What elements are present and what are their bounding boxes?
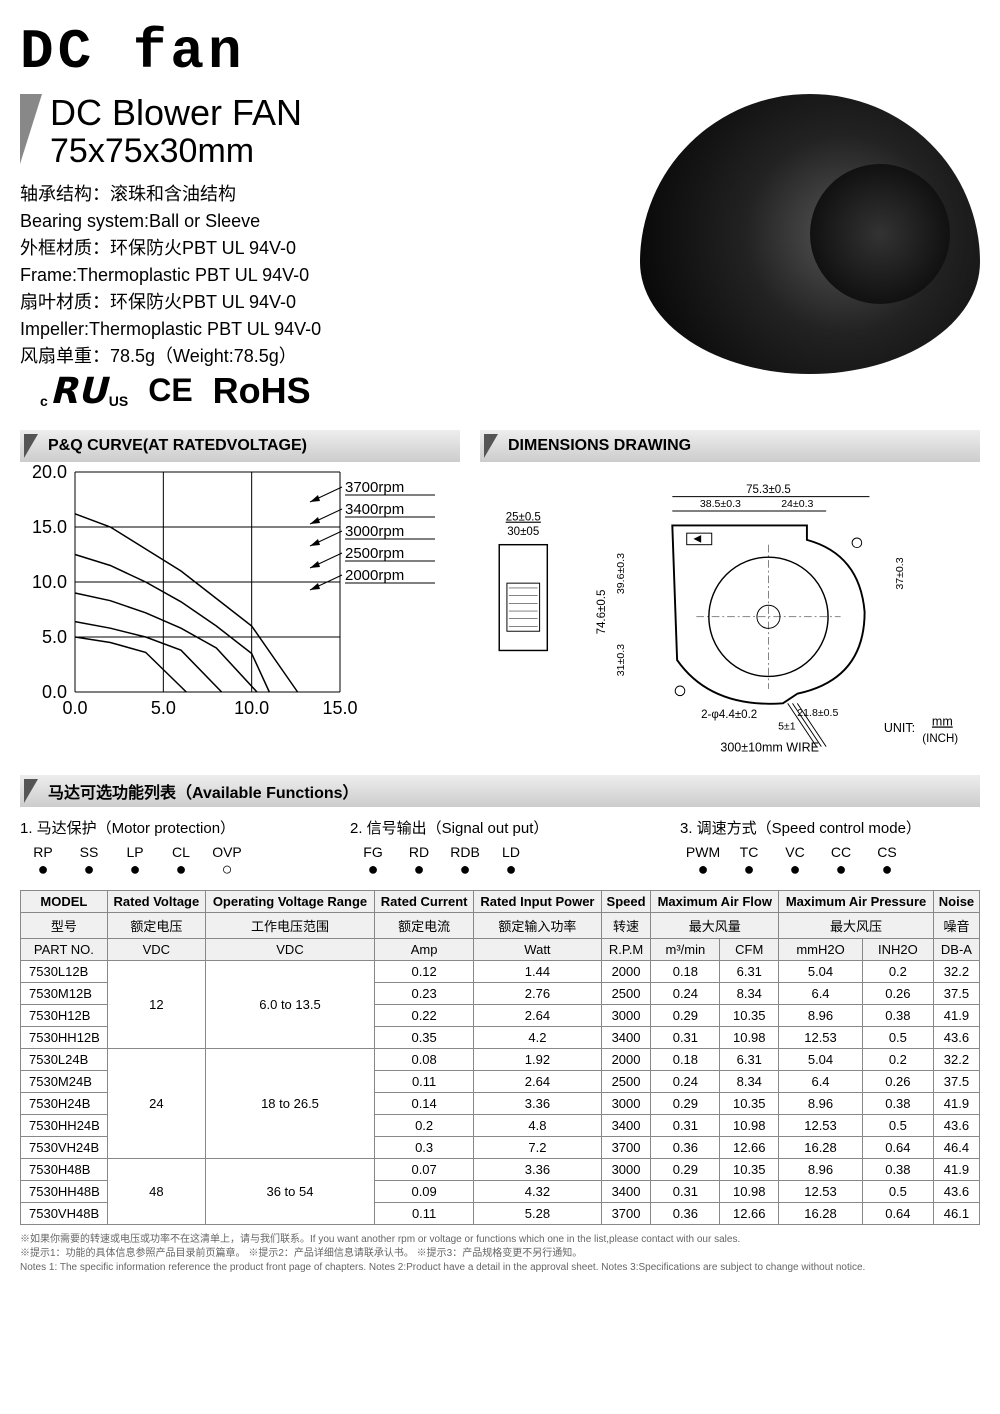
spec-line: 风扇单重：78.5g（Weight:78.5g） <box>20 343 620 370</box>
section-func: 马达可选功能列表（Available Functions） <box>20 775 980 807</box>
func-group: 3. 调速方式（Speed control mode）PWMTCVCCCCS●●… <box>680 817 980 878</box>
func-item: RDB <box>442 844 488 860</box>
functions-row: 1. 马达保护（Motor protection）RPSSLPCLOVP●●●●… <box>20 817 980 878</box>
func-item: FG <box>350 844 396 860</box>
svg-text:2000rpm: 2000rpm <box>345 567 404 584</box>
cert-row: c 𝗥𝗨 US CE RoHS <box>40 370 620 412</box>
func-item: TC <box>726 844 772 860</box>
func-title: 2. 信号输出（Signal out put） <box>350 817 650 838</box>
func-item: CL <box>158 844 204 860</box>
svg-text:75.3±0.5: 75.3±0.5 <box>746 484 791 496</box>
func-dot: ● <box>488 860 534 878</box>
product-subtitle: 75x75x30mm <box>50 132 302 171</box>
func-dot: ● <box>680 860 726 878</box>
product-title: DC Blower FAN <box>50 94 302 132</box>
svg-text:3400rpm: 3400rpm <box>345 501 404 518</box>
func-item: CS <box>864 844 910 860</box>
table-row: 7530H48B4836 to 540.073.3630000.2910.358… <box>21 1158 980 1180</box>
func-title: 3. 调速方式（Speed control mode） <box>680 817 980 838</box>
svg-text:mm: mm <box>932 714 953 728</box>
func-item: VC <box>772 844 818 860</box>
func-dot: ● <box>726 860 772 878</box>
svg-text:24±0.3: 24±0.3 <box>781 498 813 510</box>
table-row: 7530L24B2418 to 26.50.081.9220000.186.31… <box>21 1048 980 1070</box>
svg-text:5.0: 5.0 <box>151 698 176 718</box>
spec-table: MODELRated VoltageOperating Voltage Rang… <box>20 890 980 1225</box>
rohs-icon: RoHS <box>213 370 311 412</box>
pq-chart: 0.05.010.015.00.05.010.015.020.03700rpm3… <box>20 462 440 722</box>
func-group: 2. 信号输出（Signal out put）FGRDRDBLD●●●● <box>350 817 650 878</box>
section-dim: DIMENSIONS DRAWING <box>480 430 980 462</box>
func-group: 1. 马达保护（Motor protection）RPSSLPCLOVP●●●●… <box>20 817 320 878</box>
svg-text:30±05: 30±05 <box>507 526 539 538</box>
dimension-drawing: 30±05 25±0.5 75.3±0.5 38.5±0.3 24±0.3 74.6±0.… <box>480 462 980 762</box>
func-dot: ● <box>396 860 442 878</box>
spec-list: 轴承结构：滚珠和含油结构Bearing system:Ball or Sleev… <box>20 181 620 370</box>
footnotes: ※如果你需要的转速或电压或功率不在这清单上，请与我们联系。If you want… <box>20 1233 980 1275</box>
ce-icon: CE <box>148 372 192 409</box>
footnote-line: ※如果你需要的转速或电压或功率不在这清单上，请与我们联系。If you want… <box>20 1233 980 1247</box>
svg-text:3700rpm: 3700rpm <box>345 479 404 496</box>
func-item: SS <box>66 844 112 860</box>
svg-text:38.5±0.3: 38.5±0.3 <box>700 498 741 510</box>
svg-text:25±0.5: 25±0.5 <box>506 511 541 523</box>
func-item: OVP <box>204 844 250 860</box>
section-pq: P&Q CURVE(AT RATEDVOLTAGE) <box>20 430 460 462</box>
svg-text:31±0.3: 31±0.3 <box>615 644 627 676</box>
table-row: 7530L12B126.0 to 13.50.121.4420000.186.3… <box>21 960 980 982</box>
spec-line: Frame:Thermoplastic PBT UL 94V-0 <box>20 262 620 289</box>
func-dot: ● <box>158 860 204 878</box>
svg-text:15.0: 15.0 <box>32 517 67 537</box>
svg-text:37±0.3: 37±0.3 <box>894 557 906 589</box>
spec-line: 轴承结构：滚珠和含油结构 <box>20 181 620 208</box>
svg-text:UNIT:: UNIT: <box>884 721 915 735</box>
func-dot: ● <box>66 860 112 878</box>
ul-icon: 𝗥𝗨 <box>50 370 107 412</box>
spec-line: 外框材质：环保防火PBT UL 94V-0 <box>20 235 620 262</box>
func-dot: ● <box>818 860 864 878</box>
func-item: RD <box>396 844 442 860</box>
func-dot: ● <box>864 860 910 878</box>
func-title: 1. 马达保护（Motor protection） <box>20 817 320 838</box>
func-item: LP <box>112 844 158 860</box>
svg-text:15.0: 15.0 <box>322 698 357 718</box>
accent-triangle <box>20 94 42 164</box>
footnote-line: Notes 1: The specific information refere… <box>20 1261 980 1275</box>
svg-text:39.6±0.3: 39.6±0.3 <box>615 553 627 594</box>
svg-text:20.0: 20.0 <box>32 462 67 482</box>
svg-text:(INCH): (INCH) <box>922 733 958 745</box>
func-dot: ○ <box>204 860 250 878</box>
svg-text:10.0: 10.0 <box>32 572 67 592</box>
spec-line: Impeller:Thermoplastic PBT UL 94V-0 <box>20 316 620 343</box>
func-item: RP <box>20 844 66 860</box>
svg-text:2-φ4.4±0.2: 2-φ4.4±0.2 <box>701 709 757 721</box>
func-item: LD <box>488 844 534 860</box>
func-dot: ● <box>112 860 158 878</box>
svg-text:10.0: 10.0 <box>234 698 269 718</box>
func-dot: ● <box>20 860 66 878</box>
spec-line: Bearing system:Ball or Sleeve <box>20 208 620 235</box>
func-item: PWM <box>680 844 726 860</box>
svg-text:5±1: 5±1 <box>778 720 796 732</box>
func-item: CC <box>818 844 864 860</box>
main-title: DC fan <box>20 20 980 84</box>
svg-text:74.6±0.5: 74.6±0.5 <box>596 589 608 634</box>
func-dot: ● <box>442 860 488 878</box>
func-dot: ● <box>772 860 818 878</box>
func-dot: ● <box>350 860 396 878</box>
svg-text:3000rpm: 3000rpm <box>345 523 404 540</box>
svg-text:300±10mm WIRE: 300±10mm WIRE <box>720 740 819 754</box>
svg-text:5.0: 5.0 <box>42 627 67 647</box>
spec-line: 扇叶材质：环保防火PBT UL 94V-0 <box>20 289 620 316</box>
product-photo <box>640 94 980 374</box>
svg-text:0.0: 0.0 <box>42 682 67 702</box>
svg-text:2500rpm: 2500rpm <box>345 545 404 562</box>
footnote-line: ※提示1：功能的具体信息参照产品目录前页篇章。 ※提示2：产品详细信息请联承认书… <box>20 1247 980 1261</box>
